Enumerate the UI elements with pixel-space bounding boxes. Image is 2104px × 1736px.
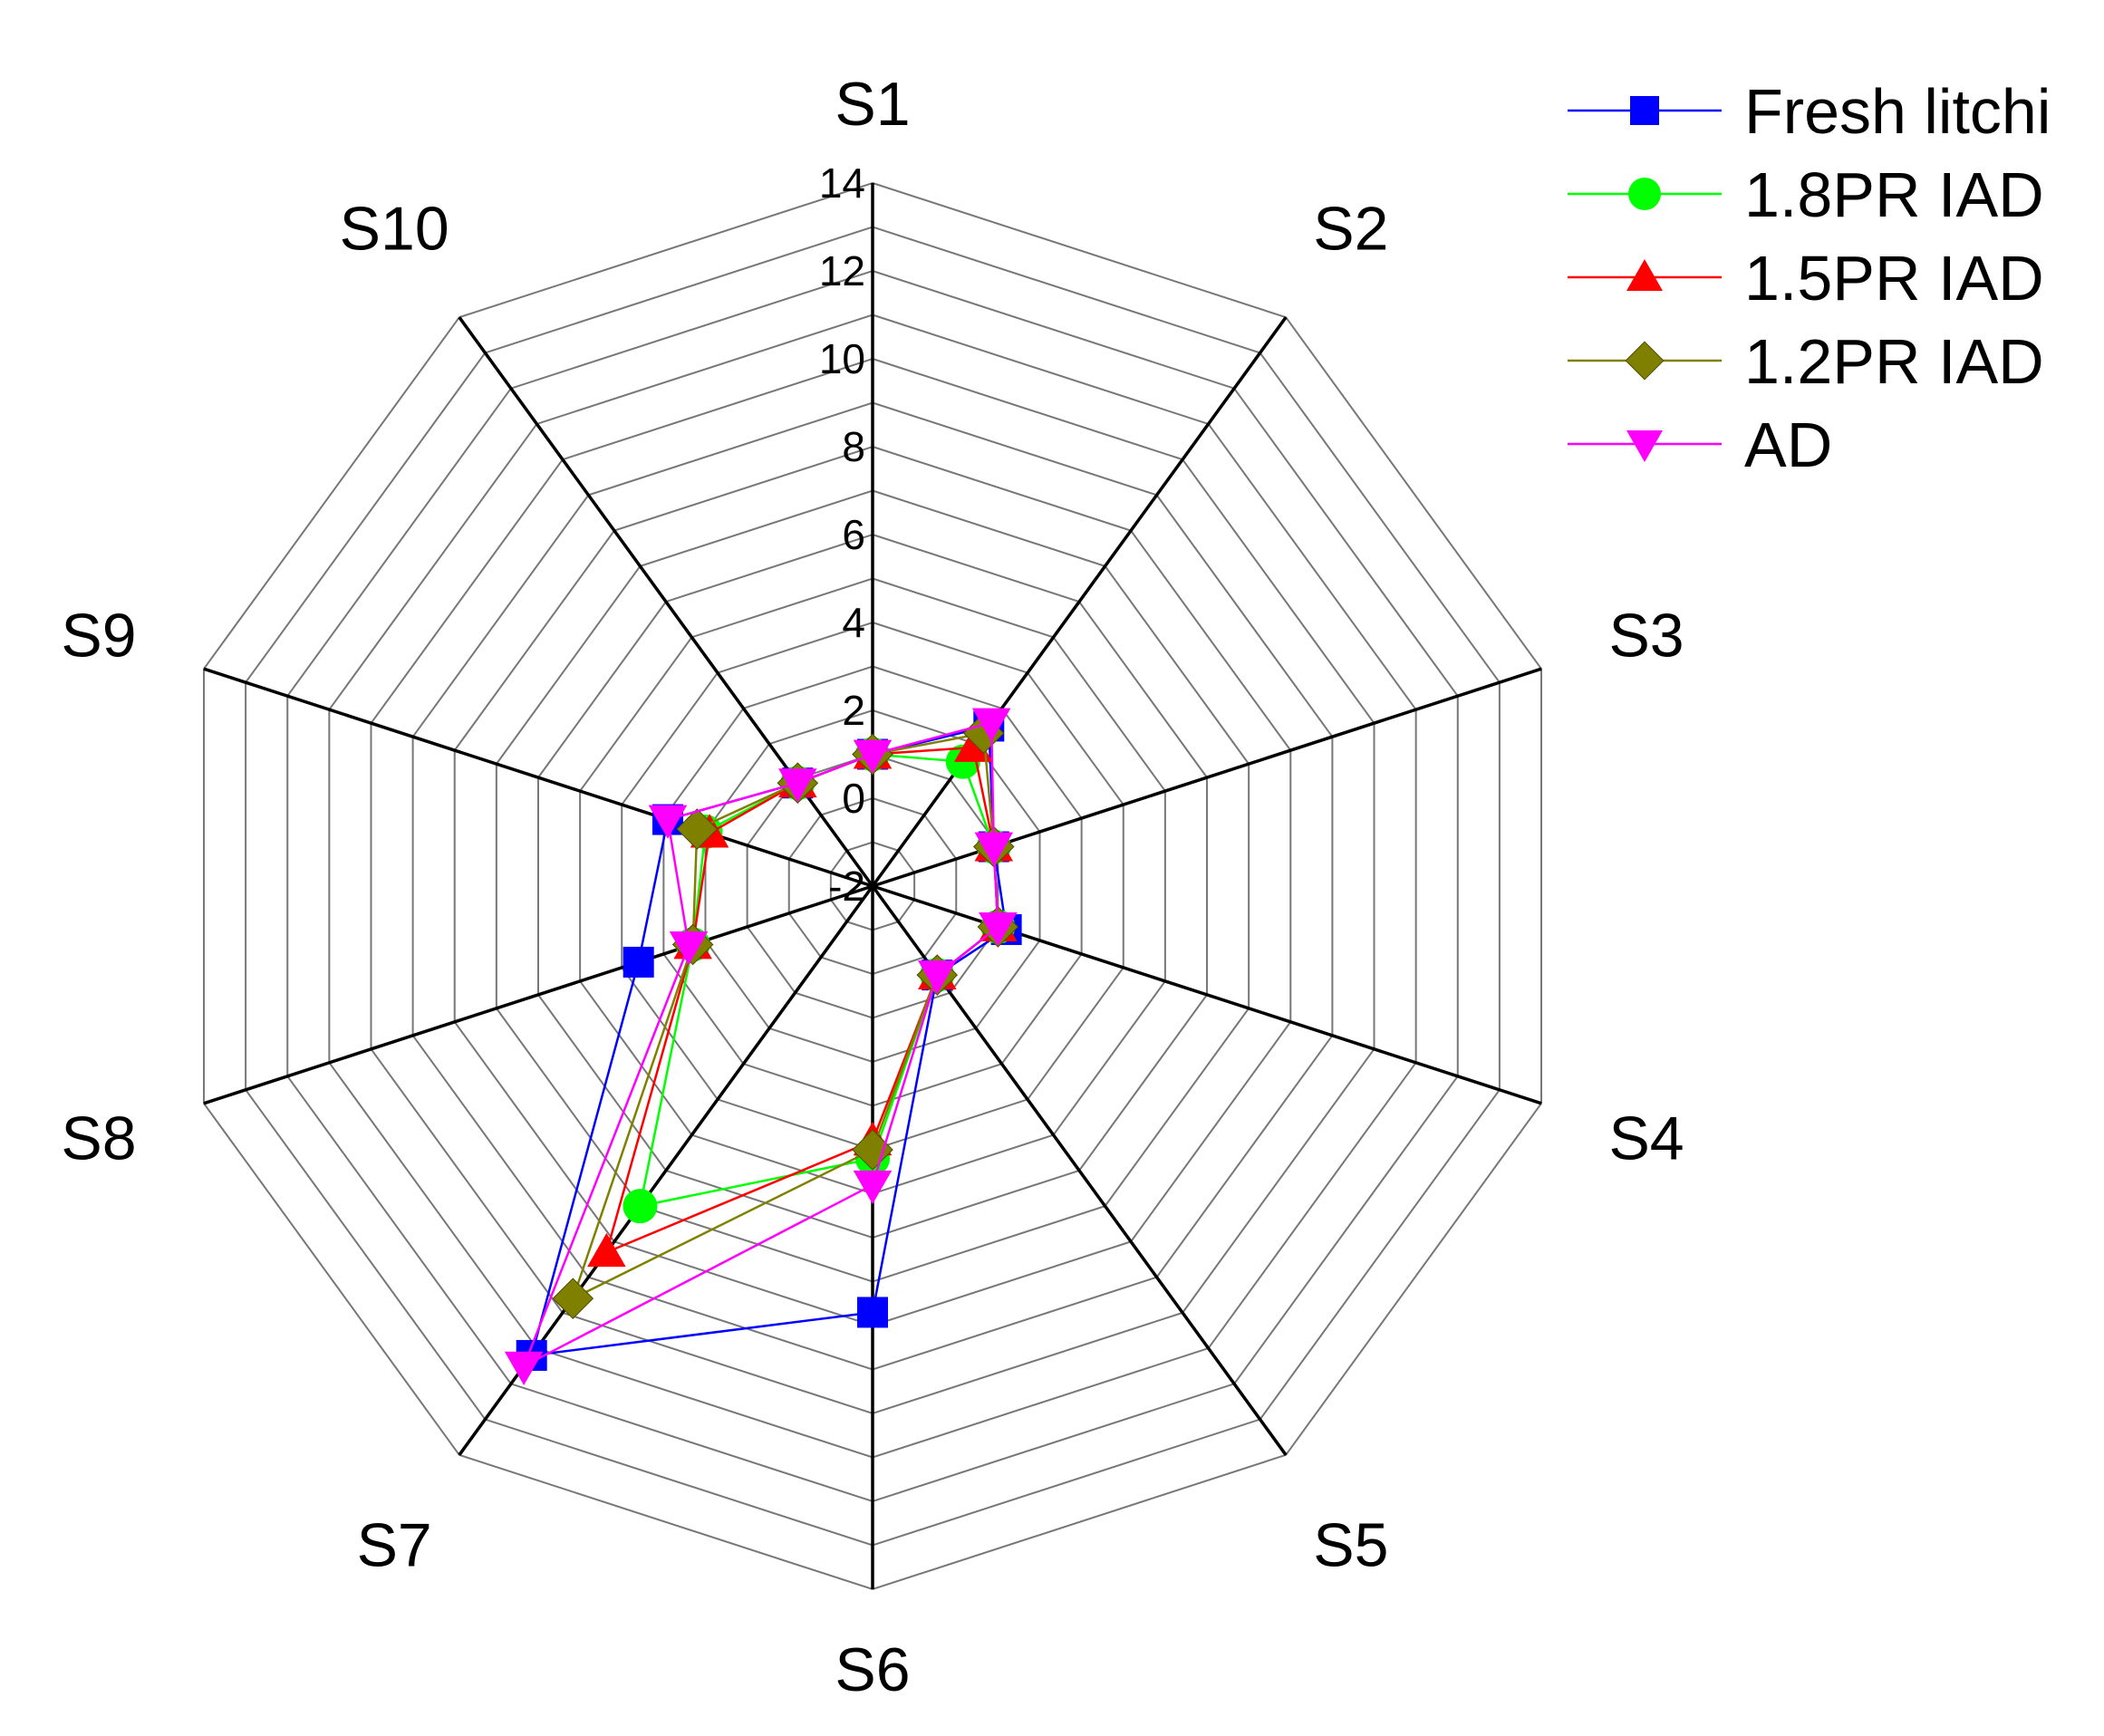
spoke-s2 (871, 316, 1288, 888)
data-point-marker (953, 728, 993, 762)
tick-label: 14 (819, 159, 865, 207)
data-point-marker (676, 808, 719, 850)
data-point-marker (504, 1351, 544, 1385)
axis-label-s1: S1 (835, 70, 910, 139)
legend-item: 1.2PR IAD (1568, 326, 2044, 397)
data-point-marker (918, 960, 957, 995)
tick-label: 8 (842, 423, 865, 470)
data-series (504, 708, 1022, 1385)
tick-label: 6 (842, 511, 865, 558)
tick-label: -2 (828, 863, 865, 910)
tick-label: 0 (842, 775, 865, 822)
axis-label-s4: S4 (1608, 1104, 1684, 1172)
tick-label: 10 (819, 335, 865, 382)
legend-label: Fresh litchi (1744, 76, 2051, 147)
axis-label-s5: S5 (1313, 1510, 1388, 1579)
spoke-s10 (458, 316, 874, 888)
axis-label-s2: S2 (1313, 195, 1388, 264)
data-point-marker (1628, 178, 1661, 210)
data-point-marker (669, 931, 709, 966)
axis-label-s10: S10 (340, 195, 449, 264)
spoke-s8 (203, 884, 873, 1105)
tick-label: 2 (842, 687, 865, 734)
legend-label: 1.2PR IAD (1744, 326, 2044, 397)
tick-label: 4 (842, 599, 865, 646)
axis-label-s7: S7 (357, 1510, 432, 1579)
axis-label-s6: S6 (835, 1635, 910, 1704)
axis-label-s3: S3 (1608, 602, 1684, 670)
data-point-marker (1626, 259, 1663, 291)
legend-label: AD (1744, 410, 1832, 480)
data-point-marker (971, 708, 1011, 742)
data-point-marker (857, 1297, 888, 1328)
data-point-marker (778, 768, 817, 803)
data-point-marker (623, 946, 654, 978)
data-point-marker (1630, 96, 1659, 125)
data-point-marker (1625, 341, 1665, 381)
legend-label: 1.8PR IAD (1744, 159, 2044, 230)
legend: Fresh litchi 1.8PR IAD 1.5PR IAD 1.2PR IAD A… (1568, 76, 2051, 480)
legend-item: Fresh litchi (1568, 76, 2051, 147)
data-point-marker (1626, 430, 1663, 462)
data-point-marker (853, 739, 893, 774)
data-point-marker (974, 832, 1014, 866)
legend-label: 1.5PR IAD (1744, 243, 2044, 313)
data-point-marker (623, 1189, 658, 1224)
data-point-marker (979, 912, 1018, 947)
spoke-s9 (203, 667, 873, 888)
data-point-marker (587, 1232, 626, 1268)
radial-tick-labels: 14 12 10 8 6 4 2 0 -2 (819, 159, 865, 910)
series-ad (504, 708, 1018, 1385)
data-point-marker (853, 1170, 893, 1205)
data-point-marker (648, 805, 688, 839)
legend-item: 1.5PR IAD (1568, 243, 2044, 313)
axis-label-s8: S8 (61, 1104, 136, 1172)
axis-label-s9: S9 (61, 602, 136, 670)
tick-label: 12 (819, 247, 865, 294)
axis-labels: S1 S2 S3 S4 S5 S6 S7 S8 S9 S10 (61, 70, 1684, 1704)
legend-item: 1.8PR IAD (1568, 159, 2044, 230)
legend-item: AD (1568, 410, 1832, 480)
data-point-marker (552, 1278, 594, 1319)
